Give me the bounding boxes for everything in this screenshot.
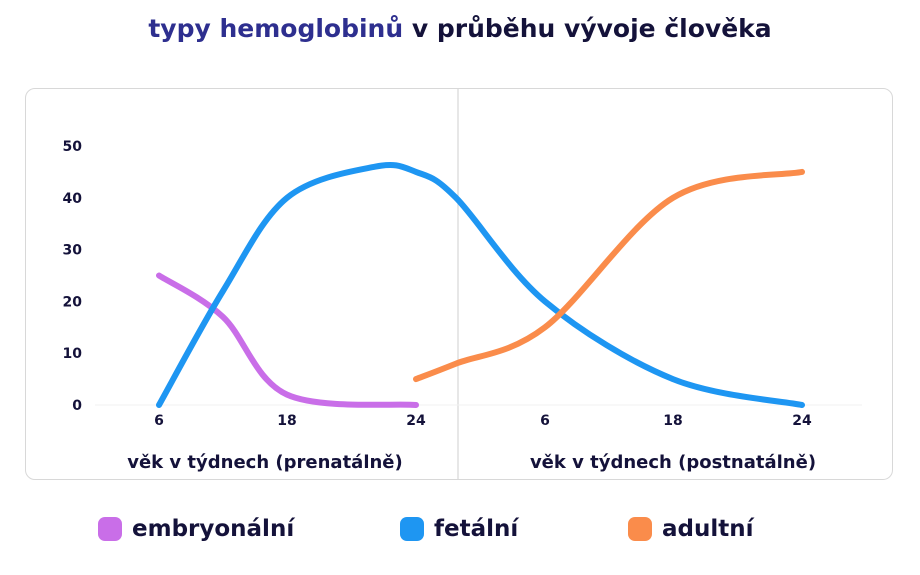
series-line-fetal <box>156 161 805 408</box>
x-axis: 6 18 24 6 18 24 <box>154 413 812 429</box>
x-tick-label: 6 <box>540 413 550 429</box>
legend-label: fetální <box>434 516 519 542</box>
legend-swatch <box>98 517 122 541</box>
x-tick-label: 18 <box>663 413 682 429</box>
series-line-adult <box>413 168 805 383</box>
legend: embryonální fetální adultní <box>0 516 920 556</box>
y-tick-label: 10 <box>63 346 83 362</box>
y-tick-label: 40 <box>63 191 83 207</box>
x-axis-labels: věk v týdnech (prenatálně) věk v týdnech … <box>127 452 816 473</box>
series-line-embryonal <box>156 272 419 408</box>
y-tick-label: 50 <box>63 139 83 155</box>
line-chart: 0 10 20 30 40 50 6 18 24 6 18 24 věk v týdnech (pr… <box>63 89 862 479</box>
y-tick-label: 30 <box>63 243 83 259</box>
x-axis-title: věk v týdnech (postnatálně) <box>530 452 816 473</box>
x-tick-label: 6 <box>154 413 164 429</box>
chart-title: typy hemoglobinů v průběhu vývoje člověk… <box>0 14 920 43</box>
series-layer <box>156 161 805 408</box>
x-tick-label: 18 <box>277 413 296 429</box>
legend-item: adultní <box>628 516 754 542</box>
legend-item: embryonální <box>98 516 294 542</box>
legend-label: adultní <box>662 516 754 542</box>
y-tick-label: 0 <box>72 398 82 414</box>
x-axis-title: věk v týdnech (prenatálně) <box>127 452 403 473</box>
y-axis: 0 10 20 30 40 50 <box>63 139 83 414</box>
chart-panel <box>25 88 893 480</box>
y-tick-label: 20 <box>63 294 83 310</box>
legend-swatch <box>628 517 652 541</box>
chart-title-rest: v průběhu vývoje člověka <box>411 14 772 43</box>
legend-item: fetální <box>400 516 518 542</box>
legend-swatch <box>400 517 424 541</box>
x-tick-label: 24 <box>406 413 426 429</box>
legend-label: embryonální <box>132 516 295 542</box>
x-tick-label: 24 <box>792 413 812 429</box>
chart-title-accent: typy hemoglobinů <box>148 14 404 43</box>
